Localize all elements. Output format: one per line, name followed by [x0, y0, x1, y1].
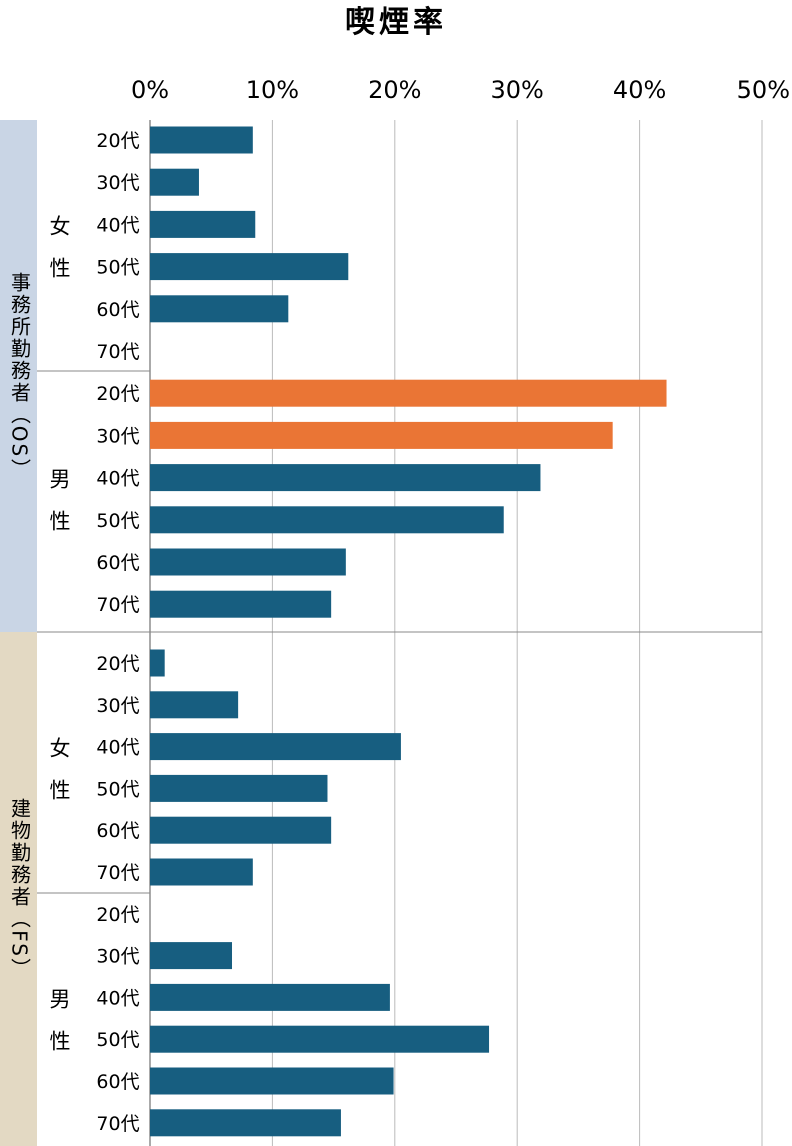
category-label: 50代 [96, 1029, 139, 1051]
bar [150, 210, 256, 238]
category-label: 40代 [96, 468, 139, 490]
x-tick-label: 20% [368, 76, 421, 104]
subgroup-label: 女性 [50, 215, 71, 281]
category-label: 20代 [96, 904, 139, 926]
bar [150, 691, 239, 719]
category-label: 40代 [96, 214, 139, 236]
group-band [0, 120, 37, 632]
bar [150, 590, 332, 618]
category-label: 30代 [96, 946, 139, 968]
category-label: 30代 [96, 425, 139, 447]
bar [150, 649, 165, 677]
subgroup-label: 男性 [50, 468, 71, 534]
category-label: 40代 [96, 737, 139, 759]
bar [150, 253, 349, 281]
bar [150, 858, 253, 886]
bar [150, 1067, 394, 1095]
group-band [0, 632, 37, 1146]
subgroup-label: 男性 [50, 987, 71, 1053]
category-label: 30代 [96, 172, 139, 194]
bar [150, 942, 233, 970]
bar [150, 1109, 341, 1137]
category-label: 20代 [96, 383, 139, 405]
bar [150, 168, 199, 196]
x-tick-label: 30% [491, 76, 544, 104]
category-label: 40代 [96, 987, 139, 1009]
bar [150, 983, 390, 1011]
bar [150, 295, 289, 323]
group-label: 建物勤務者（FS） [8, 798, 32, 980]
bar [150, 464, 541, 492]
x-tick-label: 40% [613, 76, 666, 104]
category-label: 60代 [96, 820, 139, 842]
category-label: 60代 [96, 1071, 139, 1093]
category-label: 70代 [96, 341, 139, 363]
x-tick-label: 0% [131, 76, 169, 104]
bar [150, 548, 346, 576]
category-label: 70代 [96, 1113, 139, 1135]
category-label: 60代 [96, 299, 139, 321]
bar [150, 379, 667, 407]
bar [150, 1025, 490, 1053]
bar [150, 733, 401, 761]
group-label: 事務所勤務者（OS） [8, 271, 32, 480]
category-label: 70代 [96, 862, 139, 884]
category-label: 20代 [96, 130, 139, 152]
bar [150, 774, 328, 802]
bar [150, 421, 613, 449]
chart-title: 喫煙率 [345, 5, 447, 40]
category-label: 60代 [96, 552, 139, 574]
category-label: 30代 [96, 695, 139, 717]
bar [150, 816, 332, 844]
bar [150, 126, 253, 154]
subgroup-label: 女性 [50, 737, 71, 803]
bar [150, 506, 504, 534]
category-label: 50代 [96, 510, 139, 532]
category-label: 20代 [96, 653, 139, 675]
x-tick-label: 50% [737, 76, 790, 104]
category-label: 70代 [96, 594, 139, 616]
x-tick-label: 10% [246, 76, 299, 104]
category-label: 50代 [96, 778, 139, 800]
category-label: 50代 [96, 257, 139, 279]
